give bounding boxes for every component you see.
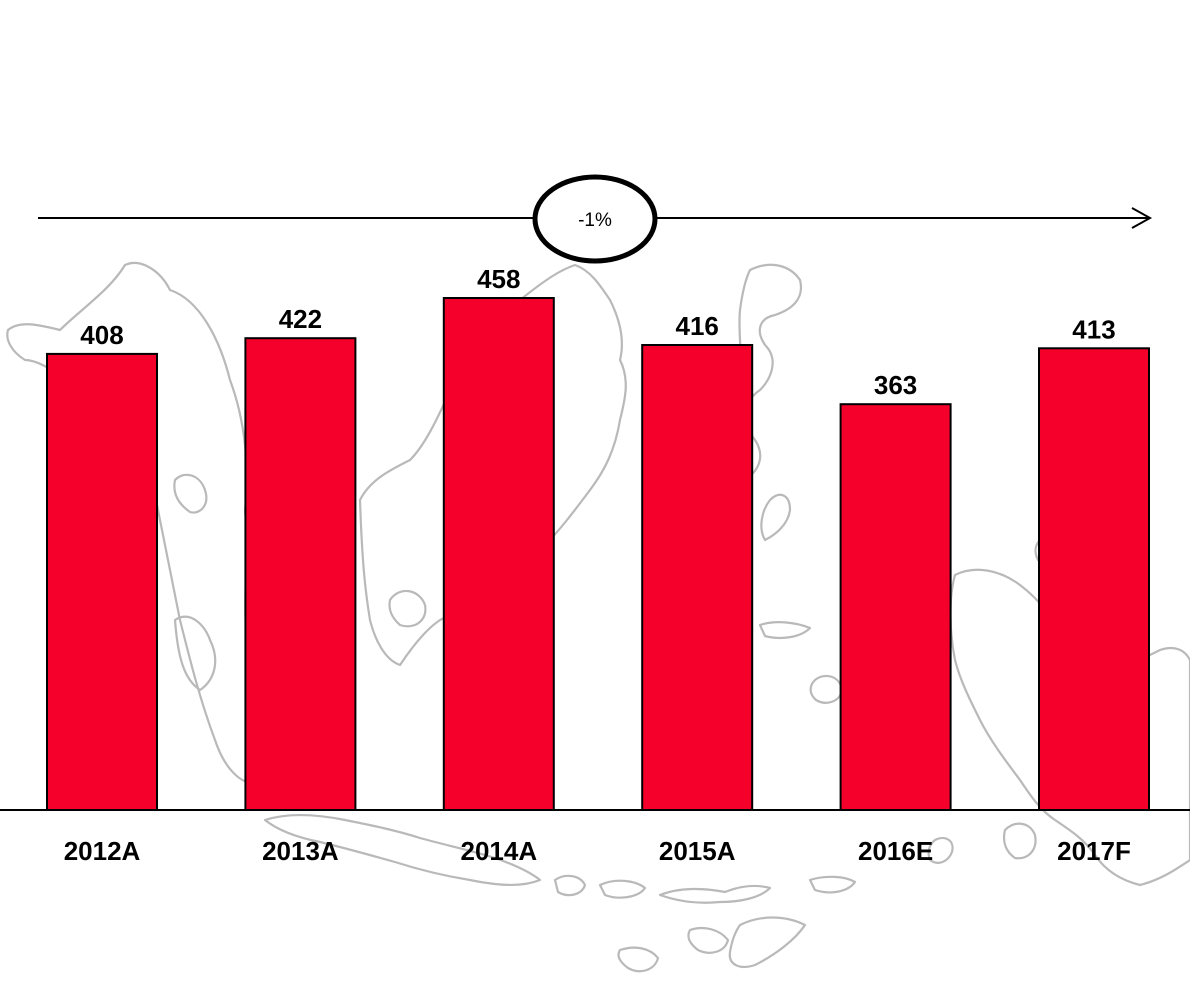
x-tick-label-2015A: 2015A xyxy=(659,836,736,866)
data-label-2015A: 416 xyxy=(676,311,719,341)
cagr-ellipse xyxy=(532,174,658,264)
bar-series xyxy=(46,297,1150,811)
bar-2014A xyxy=(442,297,555,811)
data-label-2012A: 408 xyxy=(80,320,123,350)
indonesia-map-outline-icon xyxy=(6,262,1190,973)
bar-2017F xyxy=(1038,347,1150,811)
bar-2013A xyxy=(244,337,357,811)
x-tick-label-2016E: 2016E xyxy=(858,836,933,866)
data-label-2013A: 422 xyxy=(279,304,322,334)
data-label-2016E: 363 xyxy=(874,370,917,400)
data-label-2014A: 458 xyxy=(477,264,520,294)
x-tick-label-2013A: 2013A xyxy=(262,836,339,866)
x-axis-tick-labels: 2012A 2013A 2014A 2015A 2016E 2017F xyxy=(64,836,1131,866)
bar-2015A xyxy=(641,344,754,811)
x-tick-label-2017F: 2017F xyxy=(1057,836,1131,866)
cagr-annotation: -1% xyxy=(38,174,1153,264)
x-tick-label-2014A: 2014A xyxy=(460,836,537,866)
bar-2012A xyxy=(46,352,158,811)
cagr-label: -1% xyxy=(578,210,612,231)
arrow-head-icon xyxy=(1131,207,1153,229)
data-labels: 408 422 458 416 363 413 xyxy=(80,264,1115,400)
bar-2016E xyxy=(839,403,952,811)
data-label-2017F: 413 xyxy=(1072,314,1115,344)
x-tick-label-2012A: 2012A xyxy=(64,836,141,866)
